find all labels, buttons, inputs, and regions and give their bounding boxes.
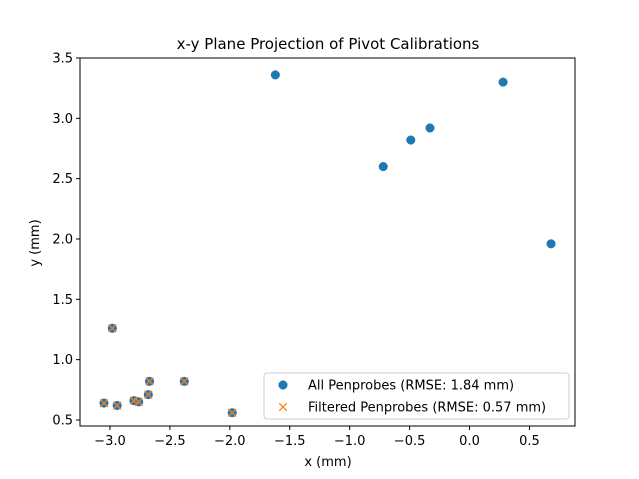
legend-label: Filtered Penprobes (RMSE: 0.57 mm) [308, 401, 546, 416]
data-point [227, 408, 237, 417]
y-tick-label: 1.0 [52, 353, 73, 368]
data-point [99, 398, 109, 408]
data-point [108, 324, 117, 333]
y-tick-label: 0.5 [52, 413, 73, 428]
legend-box [263, 372, 570, 420]
data-point [112, 401, 122, 410]
x-tick-label: −3.0 [94, 434, 126, 449]
y-tick-label: 3.5 [52, 52, 73, 67]
legend-marker [278, 402, 288, 412]
legend-entry: Filtered Penprobes (RMSE: 0.57 mm) [278, 401, 546, 416]
legend-entry: All Penprobes (RMSE: 1.84 mm) [278, 379, 514, 394]
legend-marker [278, 380, 288, 390]
y-tick-label: 1.5 [52, 293, 73, 308]
y-tick-label: 3.0 [52, 112, 73, 127]
x-tick-label: −1.0 [334, 434, 366, 449]
x-tick-label: 0.0 [459, 434, 480, 449]
plot-frame [79, 57, 576, 427]
data-point [180, 377, 189, 386]
data-point [425, 123, 435, 133]
x-axis: −3.0 −2.5 −2.0 −1.5 −1.0 −0.5 0.0 0.5 [94, 426, 540, 449]
data-point [134, 397, 143, 407]
data-point [406, 135, 416, 145]
data-point [498, 77, 508, 87]
x-tick-label: −2.0 [214, 434, 246, 449]
data-point [546, 239, 556, 249]
y-tick-label: 2.0 [52, 232, 73, 247]
data-point [145, 377, 154, 386]
x-tick-label: −0.5 [394, 434, 426, 449]
x-axis-label: x (mm) [304, 455, 351, 470]
y-axis-label: y (mm) [28, 219, 43, 266]
y-axis: 0.5 1.0 1.5 2.0 2.5 3.0 3.5 [52, 52, 80, 428]
data-point [144, 390, 153, 399]
chart-title: x-y Plane Projection of Pivot Calibratio… [177, 35, 480, 53]
series-1 [99, 70, 556, 418]
plot-area [79, 57, 576, 427]
data-point [129, 396, 139, 405]
x-tick-label: 0.5 [519, 434, 540, 449]
series-2 [99, 324, 237, 417]
legend-label: All Penprobes (RMSE: 1.84 mm) [308, 379, 514, 394]
data-point [270, 70, 280, 80]
x-tick-label: −2.5 [154, 434, 186, 449]
legend: All Penprobes (RMSE: 1.84 mm) Filtered Pe… [263, 372, 570, 420]
data-point [378, 162, 388, 172]
x-tick-label: −1.5 [274, 434, 306, 449]
y-tick-label: 2.5 [52, 172, 73, 187]
